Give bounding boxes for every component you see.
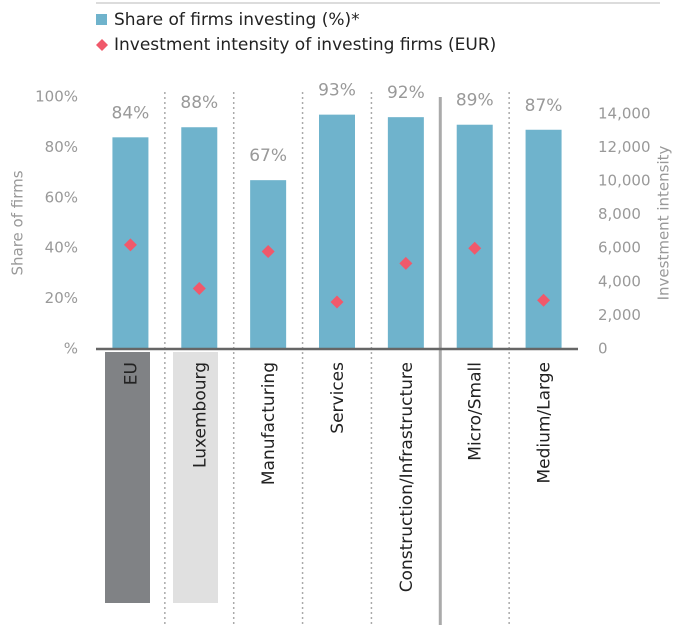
bar [525,129,562,349]
bar [387,117,424,349]
diamond-marker [123,238,137,252]
diamond-marker [330,295,344,309]
diamond-marker [399,256,413,270]
value-label: 87% [525,96,563,116]
bar [456,124,493,349]
value-label: 89% [456,91,494,111]
legend-swatch [96,14,107,25]
y2-tick-label: 10,000 [598,172,651,190]
y-tick-label: % [64,340,78,358]
y2-tick-label: 2,000 [598,306,641,324]
y2-axis-title: Investment intensity [655,145,673,300]
value-label: 84% [112,103,150,123]
legend-label: Share of firms investing (%)* [114,10,360,30]
x-tick-label: Construction/Infrastructure [397,362,417,592]
y2-tick-label: 8,000 [598,205,641,223]
x-tick-label: Services [328,362,348,434]
value-label: 93% [318,81,356,101]
y-tick-label: 80% [45,138,78,156]
y-axis-title: Share of firms [9,170,27,275]
eu-highlight [105,352,150,603]
x-tick-label: Medium/Large [535,362,555,484]
y-tick-label: 60% [45,188,78,206]
bar [181,127,218,350]
legend-swatch [96,39,108,51]
diamond-marker [261,245,275,259]
x-tick-label: Luxembourg [190,362,210,468]
country-highlight [173,352,218,603]
y-tick-label: 100% [35,88,78,106]
x-tick-label: Manufacturing [259,362,279,485]
y2-tick-label: 4,000 [598,272,641,290]
y-tick-label: 40% [45,239,78,257]
diamond-marker [468,241,482,255]
y-tick-label: 20% [45,289,78,307]
diamond-marker [192,282,206,296]
bar [319,114,355,349]
value-label: 88% [180,93,218,113]
bar [250,180,287,349]
y2-tick-label: 6,000 [598,239,641,257]
x-tick-label: Micro/Small [466,362,486,461]
y2-tick-label: 12,000 [598,138,651,156]
y2-tick-label: 14,000 [598,104,651,122]
value-label: 92% [387,83,425,103]
legend-label: Investment intensity of investing firms … [114,35,496,55]
x-tick-label: EU [121,362,141,385]
y2-tick-label: 0 [598,340,608,358]
value-label: 67% [249,146,287,166]
diamond-marker [537,293,551,307]
